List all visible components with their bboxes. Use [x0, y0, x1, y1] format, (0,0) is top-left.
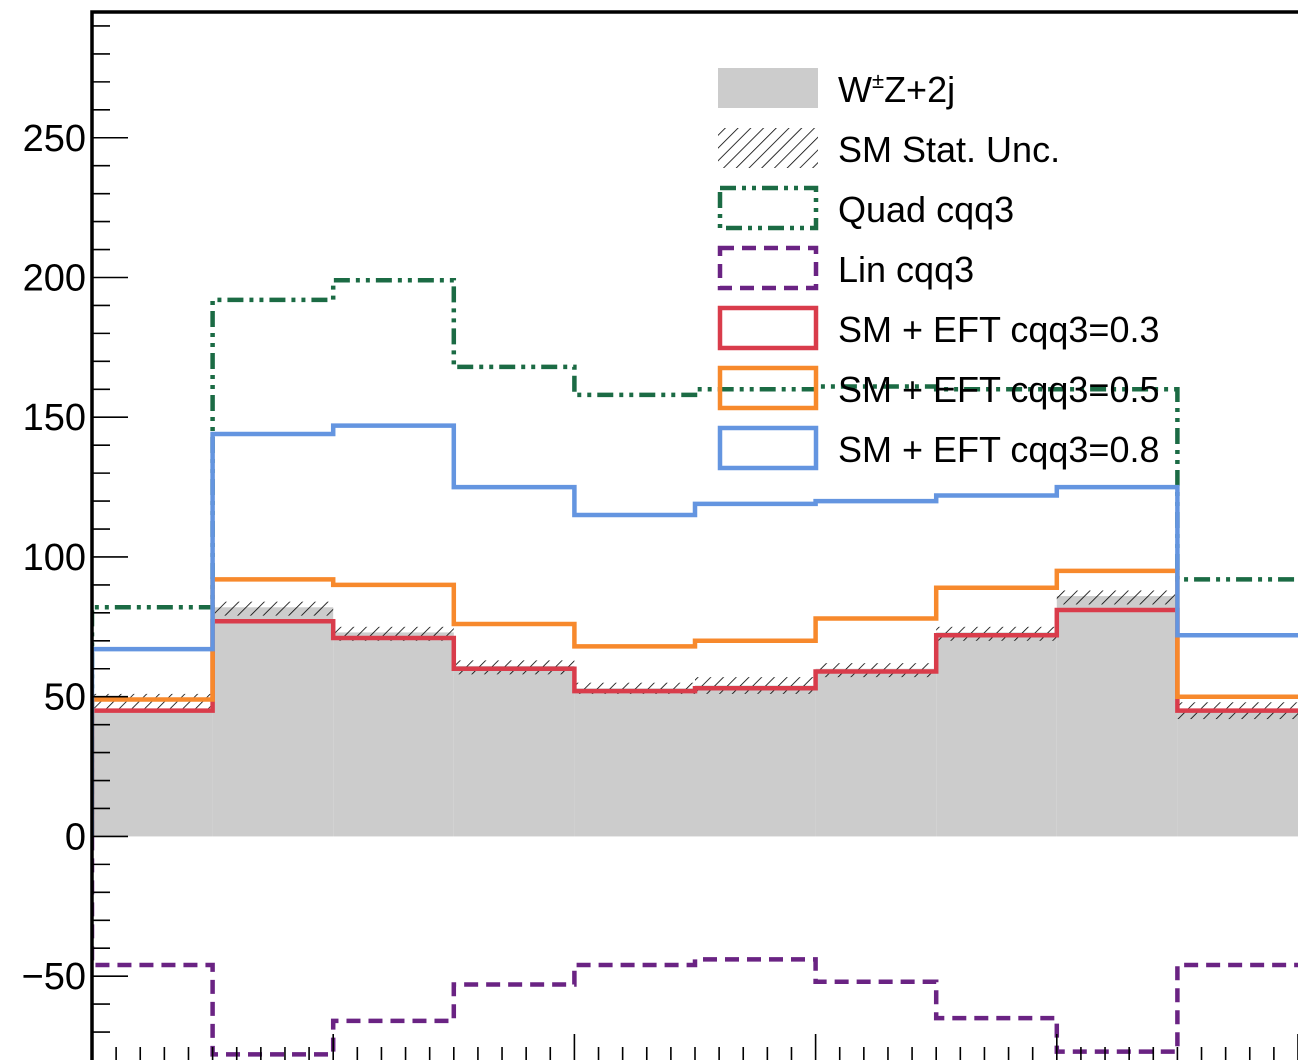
series-line-5	[92, 568, 1298, 837]
legend: W±Z+2j SM Stat. Unc. Quad cqq3 Lin cqq3 …	[717, 68, 1160, 471]
stat-unc-band-bin-6	[695, 677, 816, 694]
stat-unc-band-bin-5	[574, 682, 695, 694]
bar-wz2j-bin-10	[1177, 710, 1298, 837]
bar-wz2j-bin-9	[1056, 596, 1178, 837]
stat-unc-band-bin-2	[212, 601, 334, 616]
legend-swatch-lin	[717, 245, 819, 291]
legend-label-quad: Quad cqq3	[838, 189, 1014, 230]
legend-swatch-filled	[718, 68, 818, 108]
axis-layer: 250 200 150 100 50 0 −50	[22, 25, 1298, 1060]
bar-wz2j-bin-7	[815, 668, 937, 837]
y-tick-label: 100	[23, 537, 86, 579]
y-tick-label: 0	[65, 816, 86, 858]
legend-swatch-eft-05	[717, 365, 819, 411]
legend-label-eft-03: SM + EFT cqq3=0.3	[838, 309, 1160, 350]
bar-wz2j-bin-8	[936, 632, 1057, 837]
legend-label-eft-05: SM + EFT cqq3=0.5	[838, 369, 1160, 410]
plot-frame	[90, 10, 1298, 1060]
bar-wz2j-bin-1	[92, 710, 213, 837]
legend-label-lin: Lin cqq3	[838, 249, 974, 290]
legend-swatch-hatch	[718, 128, 818, 168]
y-tick-label: 200	[23, 257, 86, 299]
legend-swatch-eft-08	[717, 425, 819, 471]
y-tick-label: 50	[44, 677, 86, 719]
series-line-2	[92, 278, 1298, 837]
bar-wz2j-bin-2	[212, 607, 334, 837]
series-line-4	[92, 607, 1298, 837]
bar-wz2j-bin-6	[695, 685, 816, 837]
y-tick-label: 250	[23, 118, 86, 160]
legend-swatch-eft-03	[717, 305, 819, 351]
bar-wz2j-bin-4	[453, 665, 575, 837]
y-tick-label: 150	[23, 397, 86, 439]
y-tick-label: −50	[22, 956, 86, 998]
bar-wz2j-bin-3	[333, 632, 454, 837]
legend-swatch-quad	[717, 185, 819, 231]
data-layer	[92, 278, 1298, 1057]
stat-unc-band-bin-9	[1056, 590, 1178, 605]
bar-wz2j-bin-5	[574, 688, 695, 837]
legend-label-eft-08: SM + EFT cqq3=0.8	[838, 429, 1160, 470]
legend-label-stat-unc: SM Stat. Unc.	[838, 129, 1060, 170]
series-line-3	[92, 836, 1298, 1057]
legend-label-wz2j: W±Z+2j	[838, 68, 955, 110]
series-line-6	[92, 423, 1298, 837]
